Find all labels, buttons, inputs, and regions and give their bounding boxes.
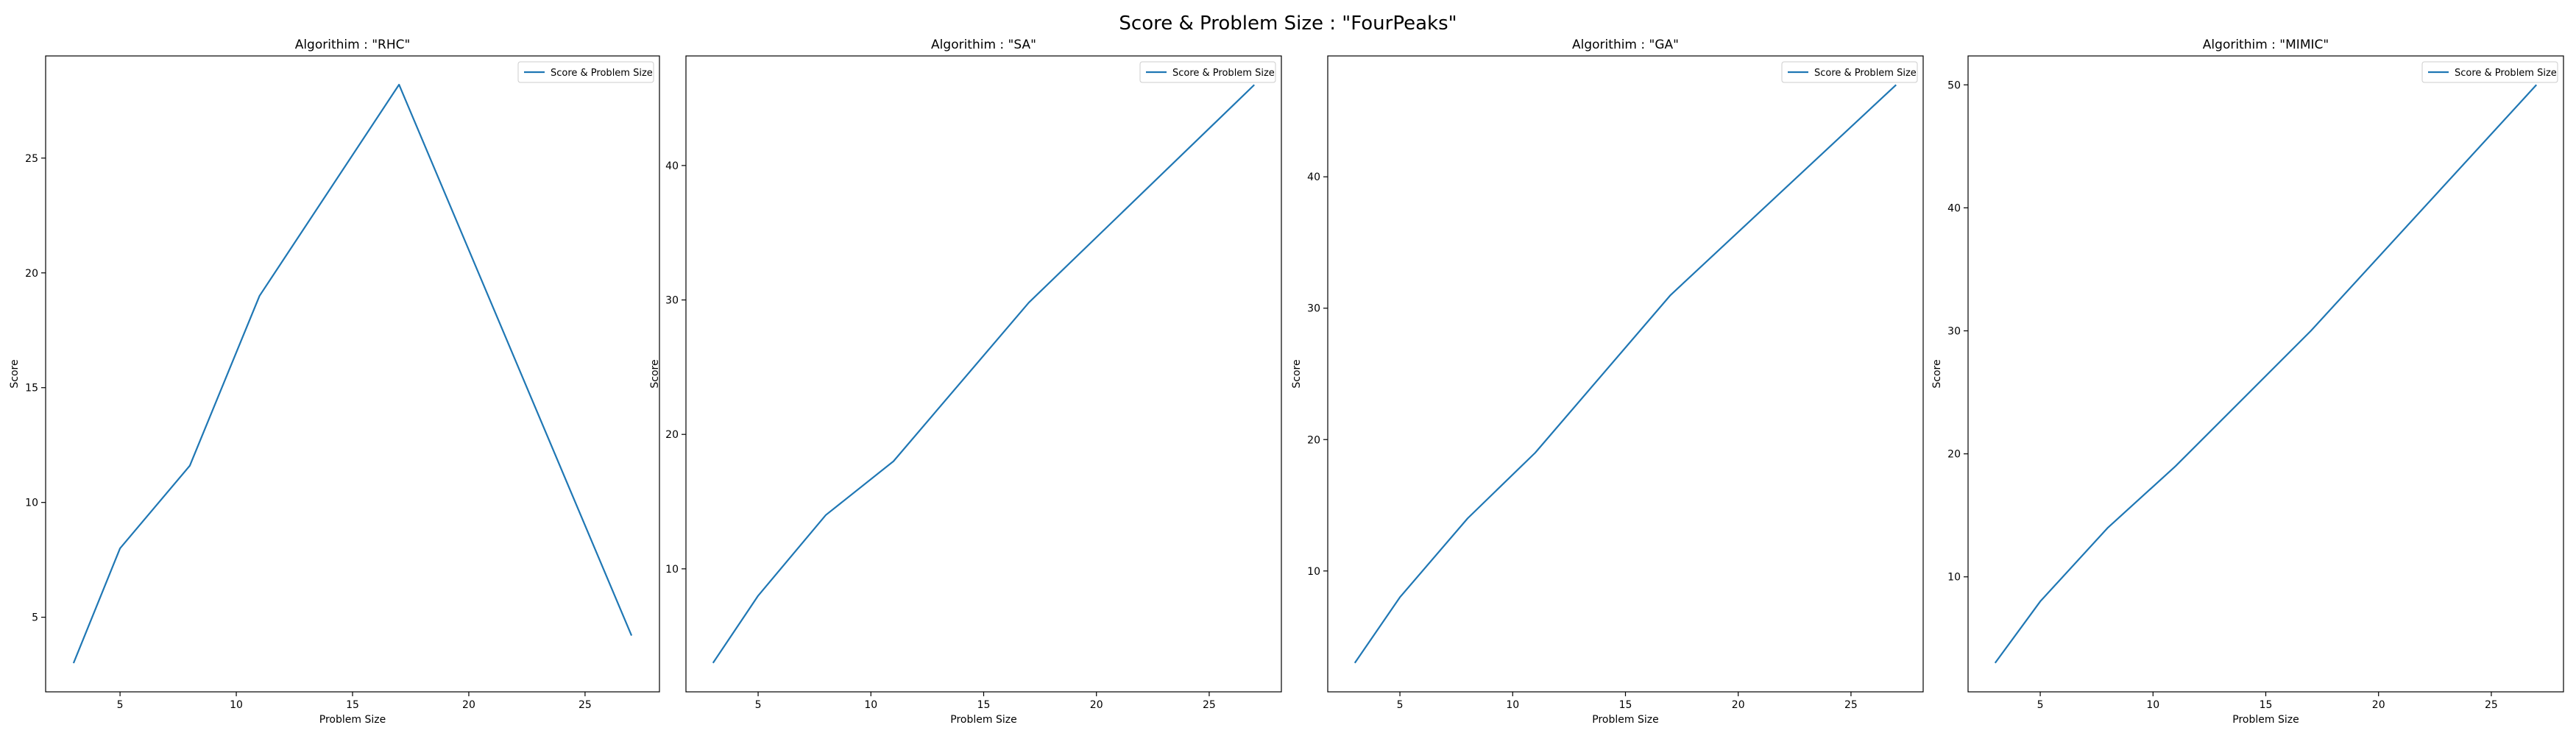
x-tick-label: 25 — [578, 699, 592, 711]
legend-label: Score & Problem Size — [551, 68, 653, 79]
legend-label: Score & Problem Size — [1814, 68, 1917, 79]
y-tick-label: 20 — [1947, 449, 1961, 461]
y-tick-label: 40 — [1947, 202, 1961, 214]
x-tick-label: 20 — [462, 699, 475, 711]
legend-box — [1139, 61, 1276, 83]
x-tick-label: 20 — [2372, 699, 2385, 711]
y-tick-label: 10 — [1307, 566, 1320, 578]
legend: Score & Problem Size — [1139, 61, 1276, 83]
y-tick-label: 10 — [25, 498, 38, 509]
panel-title: Algorithim : "GA" — [1572, 38, 1679, 52]
x-tick-label: 10 — [230, 699, 243, 711]
legend-label: Score & Problem Size — [1172, 68, 1275, 79]
x-tick-label: 15 — [1619, 699, 1632, 711]
legend-box — [2421, 61, 2558, 83]
y-tick-label: 40 — [665, 160, 679, 172]
y-tick-label: 20 — [25, 268, 38, 280]
figure-title: Score & Problem Size : "FourPeaks" — [1119, 13, 1457, 35]
x-tick-label: 15 — [346, 699, 359, 711]
y-tick-label: 5 — [32, 612, 38, 624]
x-axis-label: Problem Size — [2232, 714, 2299, 726]
y-tick-label: 15 — [25, 383, 38, 394]
legend-label: Score & Problem Size — [2455, 68, 2557, 79]
y-axis-label: Score — [649, 359, 661, 388]
y-tick-label: 10 — [1947, 572, 1961, 584]
series-line — [1994, 84, 2538, 664]
x-axis-label: Problem Size — [319, 714, 386, 726]
y-tick-label: 30 — [1307, 303, 1320, 315]
x-tick-label: 20 — [1732, 699, 1745, 711]
y-tick-label: 30 — [665, 295, 679, 307]
series-line — [1354, 84, 1897, 664]
y-tick-label: 40 — [1307, 171, 1320, 183]
x-tick-label: 10 — [1506, 699, 1519, 711]
x-tick-label: 10 — [864, 699, 877, 711]
panel-title: Algorithim : "MIMIC" — [2203, 38, 2329, 52]
panel-title: Algorithim : "RHC" — [295, 38, 411, 52]
x-tick-label: 5 — [2037, 699, 2044, 711]
x-tick-label: 15 — [977, 699, 991, 711]
series-line — [72, 83, 633, 664]
series-line — [712, 84, 1255, 664]
x-tick-label: 25 — [1203, 699, 1216, 711]
legend-box — [517, 61, 654, 83]
x-tick-label: 20 — [1090, 699, 1103, 711]
legend-box — [1781, 61, 1918, 83]
y-axis-label: Score — [1291, 359, 1303, 388]
x-tick-label: 5 — [117, 699, 124, 711]
panel-title: Algorithim : "SA" — [931, 38, 1036, 52]
panel-3: Algorithim : "GA" 5 10 15 20 25 10 20 30 40 Proble… — [1291, 38, 1924, 726]
y-axis-label: Score — [9, 359, 21, 388]
legend: Score & Problem Size — [517, 61, 654, 83]
legend: Score & Problem Size — [2421, 61, 2558, 83]
x-tick-label: 25 — [2485, 699, 2498, 711]
panel-1: Algorithim : "RHC" 5 10 15 20 25 5 10 15 20 25 Prob… — [9, 38, 660, 726]
x-tick-label: 25 — [1844, 699, 1858, 711]
x-tick-label: 5 — [1397, 699, 1404, 711]
panel-2: Algorithim : "SA" 5 10 15 20 25 10 20 30 40 Proble… — [649, 38, 1282, 726]
x-tick-label: 5 — [755, 699, 762, 711]
y-tick-label: 20 — [665, 429, 679, 441]
y-tick-label: 25 — [25, 153, 38, 165]
x-tick-label: 15 — [2260, 699, 2273, 711]
y-tick-label: 50 — [1947, 79, 1961, 91]
y-tick-label: 10 — [665, 564, 679, 576]
y-axis-label: Score — [1931, 359, 1943, 388]
x-axis-label: Problem Size — [1592, 714, 1658, 726]
y-tick-label: 20 — [1307, 434, 1320, 446]
panel-4: Algorithim : "MIMIC" 5 10 15 20 25 10 20 30 40 50 P… — [1931, 38, 2564, 726]
y-tick-label: 30 — [1947, 326, 1961, 338]
x-axis-label: Problem Size — [950, 714, 1016, 726]
legend: Score & Problem Size — [1781, 61, 1918, 83]
x-tick-label: 10 — [2146, 699, 2159, 711]
